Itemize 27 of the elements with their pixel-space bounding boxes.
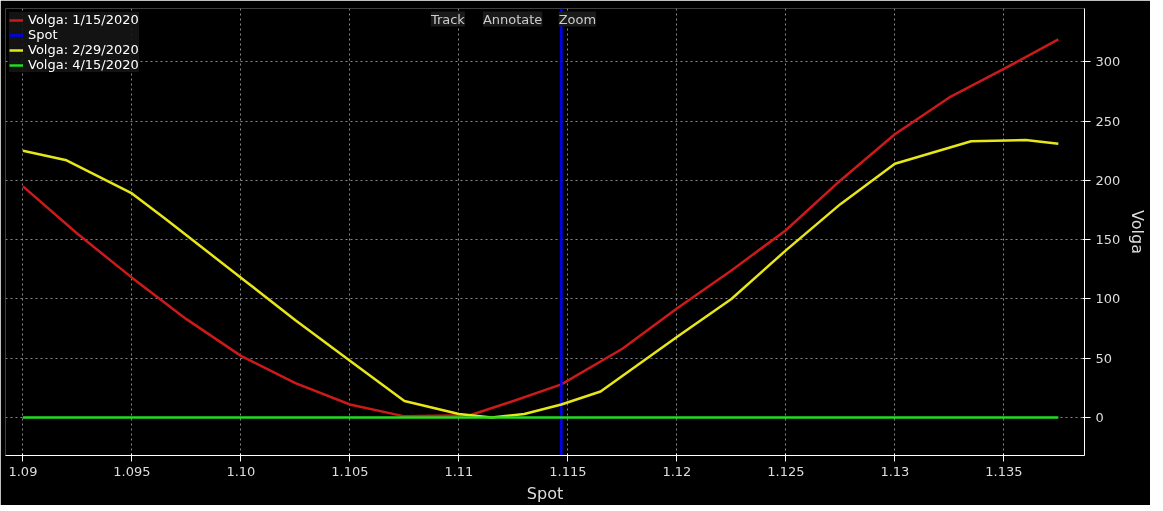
x-tick-label: 1.115 (549, 463, 587, 479)
x-tick-label: 1.12 (662, 463, 692, 479)
x-tick-label: 1.125 (767, 463, 805, 479)
y-axis-title: Volga (1128, 210, 1148, 254)
line-series (21, 138, 1060, 419)
annotation: Track (429, 11, 466, 27)
legend-label: Volga: 1/15/2020 (28, 12, 139, 27)
annotation: Zoom (558, 11, 597, 27)
x-tick-label: 1.135 (985, 463, 1023, 479)
x-tick-label: 1.09 (8, 463, 38, 479)
x-tick-label: 1.105 (331, 463, 369, 479)
y-tick-label: 300 (1095, 54, 1121, 70)
x-tick-label: 1.11 (444, 463, 474, 479)
legend-label: Volga: 2/29/2020 (28, 42, 139, 57)
annotation: Annotate (482, 11, 543, 27)
y-tick-label: 50 (1095, 350, 1113, 366)
y-tick-label: 0 (1095, 410, 1104, 426)
x-tick-label: 1.10 (226, 463, 256, 479)
legend-label: Spot (28, 27, 58, 42)
y-tick-label: 250 (1095, 113, 1121, 129)
y-tick-label: 150 (1095, 232, 1121, 248)
x-axis-title: Spot (526, 483, 564, 503)
legend-label: Volga: 4/15/2020 (28, 57, 139, 72)
y-tick-label: 100 (1095, 291, 1121, 307)
x-tick-label: 1.095 (113, 463, 151, 479)
y-tick-label: 200 (1095, 172, 1121, 188)
x-tick-label: 1.13 (880, 463, 910, 479)
